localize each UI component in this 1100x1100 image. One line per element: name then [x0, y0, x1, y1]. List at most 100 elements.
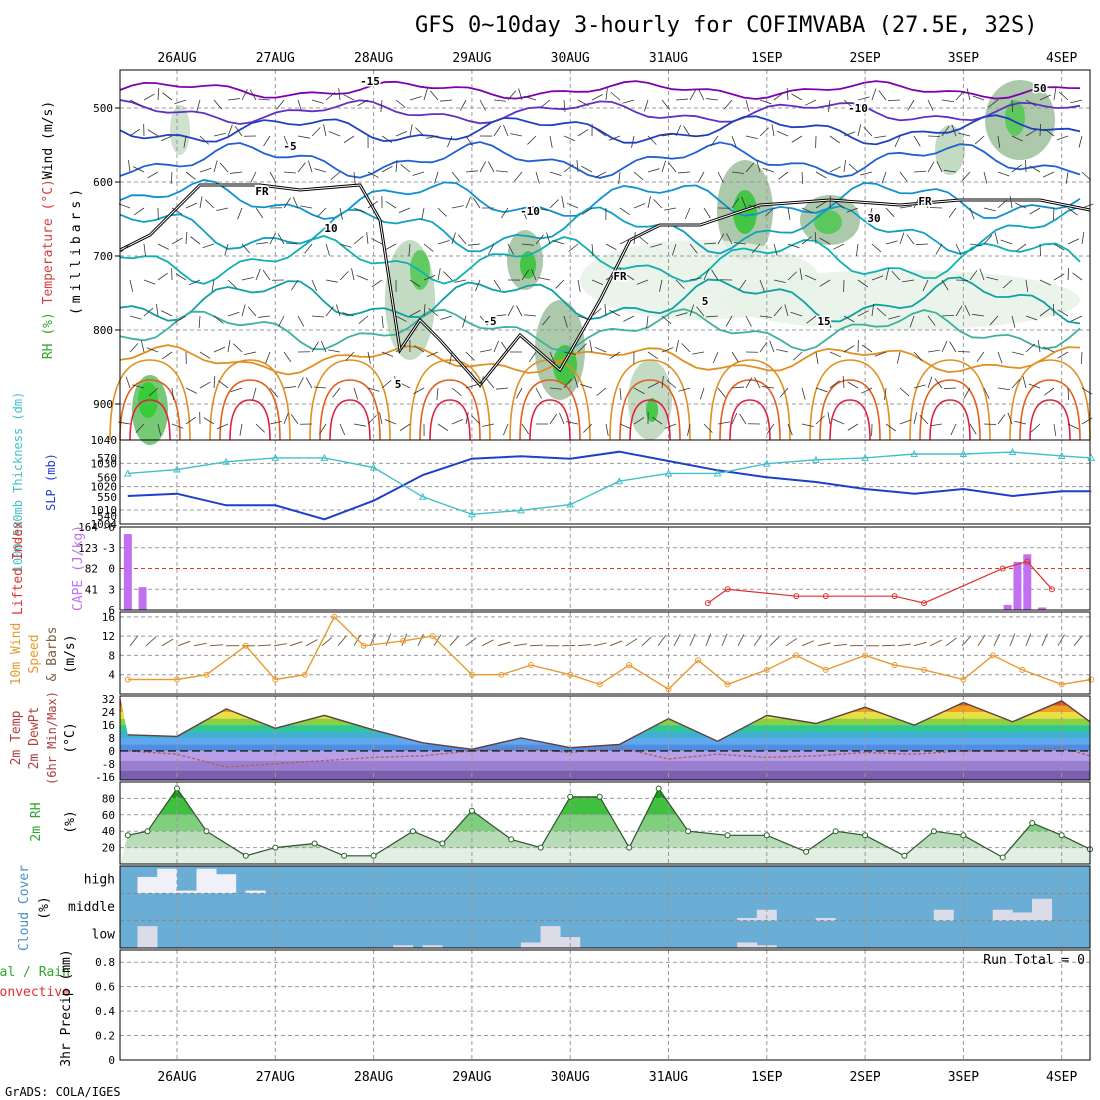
- wind-point: [960, 676, 967, 683]
- rh-point: [1058, 832, 1065, 839]
- wind-barb: [465, 351, 475, 361]
- wind-barb: [146, 347, 159, 353]
- wind-barb: [610, 91, 621, 101]
- warm-contour: [129, 399, 171, 441]
- wind-barb: [623, 315, 635, 322]
- wind-barb: [731, 386, 744, 389]
- wind-barb: [451, 171, 460, 182]
- warm-contour: [119, 379, 181, 441]
- cloud-bg: [120, 866, 1090, 948]
- wind-barb: [927, 135, 941, 137]
- wind-barb: [343, 94, 355, 101]
- rh-band: [120, 788, 1090, 799]
- wind-barb: [1081, 203, 1094, 209]
- wind-barb: [647, 382, 659, 389]
- wind-barb: [325, 243, 331, 256]
- rh-shading: [733, 190, 757, 234]
- wind-barb: [731, 412, 738, 425]
- contour-label: -5: [483, 315, 496, 328]
- wind-barb: [577, 99, 589, 107]
- cape-bar: [1023, 554, 1032, 610]
- wind-barb: [549, 199, 559, 209]
- thickness-point: [664, 469, 673, 477]
- wind-point: [724, 681, 731, 688]
- wind-barb: [884, 387, 887, 400]
- wind-barb: [1067, 207, 1078, 216]
- rh-point: [272, 844, 279, 851]
- wind-barb: [765, 207, 775, 217]
- rh-point: [242, 852, 249, 859]
- thickness-point: [812, 455, 820, 463]
- wind-point: [763, 666, 770, 673]
- wind-barb: [475, 279, 481, 292]
- cape-bar: [123, 534, 132, 610]
- wind-barb: [762, 167, 775, 173]
- wind-point: [891, 662, 898, 669]
- wind-barb: [787, 207, 791, 220]
- wind-barb: [972, 313, 985, 317]
- wind-barb: [860, 171, 873, 176]
- wind-barb: [157, 88, 160, 101]
- wind-barb: [325, 306, 334, 317]
- wind-barb: [605, 88, 608, 101]
- wind-barb: [129, 315, 142, 320]
- bottom-date-label: 30AUG: [551, 1070, 590, 1085]
- wind-barb: [1009, 196, 1013, 209]
- temp-ylabel-1: 2m Temp: [9, 710, 24, 765]
- wind-barb: [666, 379, 677, 389]
- wind-barb: [465, 637, 477, 647]
- wind-barb: [367, 415, 377, 425]
- wind-barb: [510, 133, 523, 137]
- thickness-tick: 540: [97, 510, 117, 523]
- wind-barb: [577, 343, 587, 353]
- wind-barb: [930, 423, 943, 427]
- cloud-bar: [176, 890, 197, 894]
- wind-barb: [524, 314, 537, 317]
- wind-barb: [977, 634, 986, 647]
- wind-barb: [843, 99, 854, 109]
- slp-tick: 1004: [91, 518, 118, 531]
- wind-barb: [705, 633, 712, 646]
- wind-barb: [1053, 303, 1055, 317]
- rh-point: [508, 836, 515, 843]
- wind-point: [498, 671, 505, 678]
- wind-barb: [661, 376, 664, 389]
- wind-point: [1058, 681, 1065, 688]
- wind-barb: [371, 279, 383, 288]
- wind-barb: [367, 171, 379, 178]
- thickness-point: [173, 465, 181, 473]
- wind-barb: [198, 315, 201, 328]
- wind-barb: [833, 643, 847, 647]
- legend-temperature: Temperature (°C): [41, 179, 56, 304]
- top-date-label: 3SEP: [948, 51, 979, 66]
- wind-barb: [120, 243, 131, 253]
- wind-point: [822, 666, 829, 673]
- wind-barb: [496, 170, 509, 173]
- wind-barb: [1007, 412, 1013, 425]
- wind-barb: [507, 305, 515, 317]
- thickness-point: [124, 469, 132, 477]
- wind-barb: [199, 381, 211, 389]
- wind-barb: [227, 311, 240, 317]
- wind-barb: [156, 304, 159, 317]
- wind-point: [567, 671, 574, 678]
- wind-barb: [381, 165, 393, 173]
- cape-tick: 164: [78, 521, 98, 534]
- rh-point: [311, 840, 318, 847]
- cloud-bar: [196, 868, 217, 894]
- wind-barb: [633, 417, 645, 425]
- wind-barb: [500, 341, 509, 353]
- wind-barb: [591, 94, 603, 101]
- wind-barb: [399, 382, 411, 389]
- wind-barb: [993, 633, 1001, 646]
- wind-barb: [829, 380, 840, 389]
- wind-barb: [177, 640, 191, 647]
- cape-bar: [1013, 561, 1022, 610]
- wind-barb: [1053, 423, 1057, 436]
- wind-barb: [269, 233, 276, 245]
- wind-barb: [633, 232, 636, 245]
- contour-label: -10: [520, 205, 540, 218]
- wind-barb: [762, 386, 775, 389]
- wind-barb: [199, 167, 212, 173]
- rh-point: [832, 828, 839, 835]
